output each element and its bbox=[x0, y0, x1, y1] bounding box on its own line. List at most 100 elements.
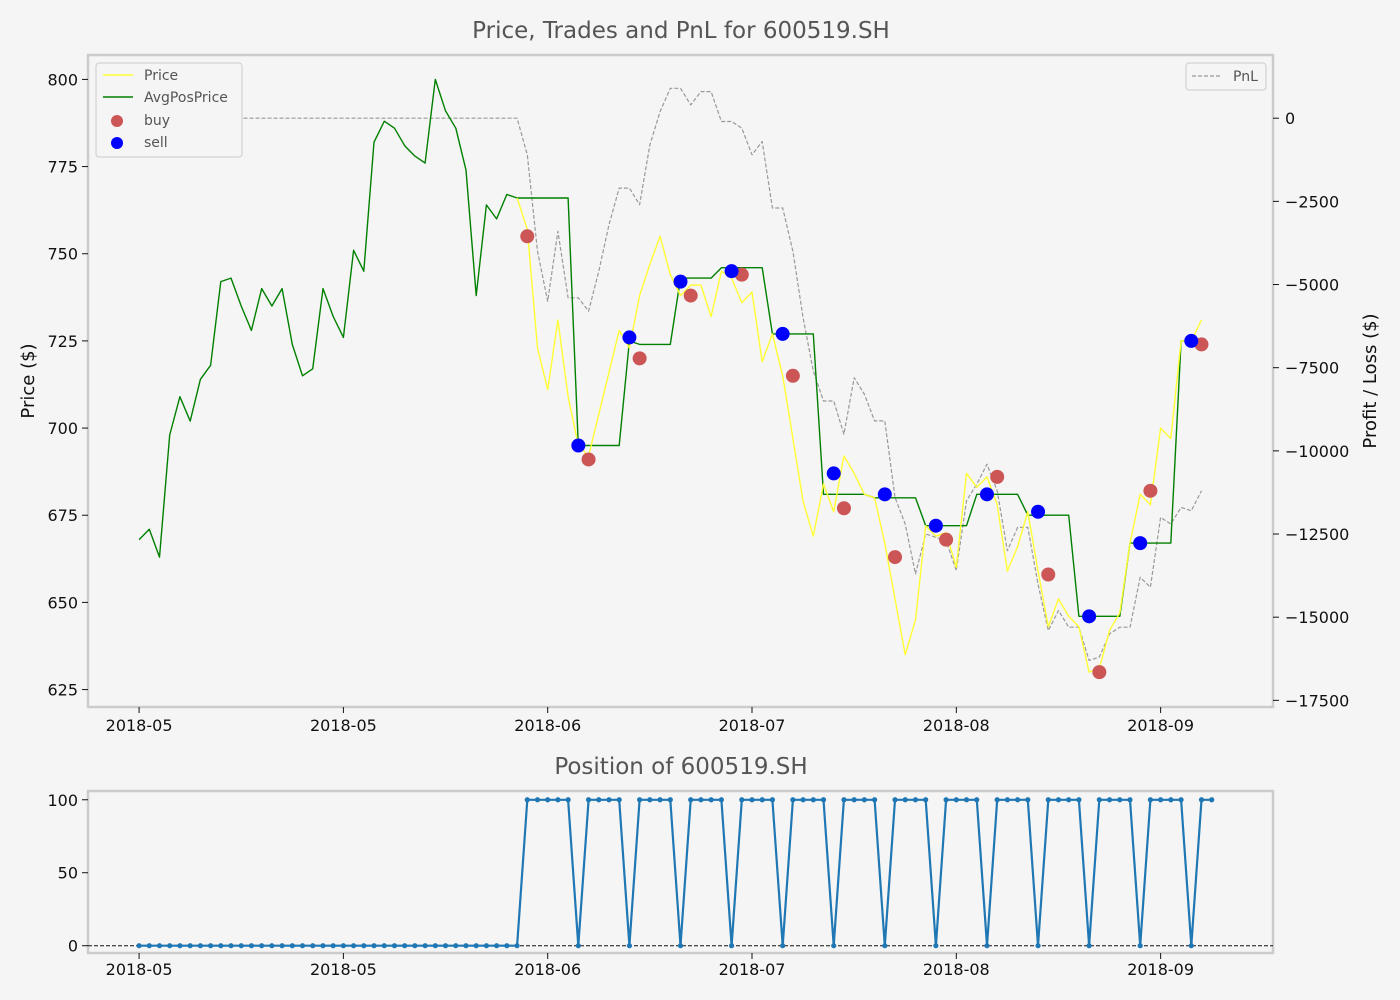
position-date-tick-label: 2018-06 bbox=[514, 960, 581, 979]
buy-marker bbox=[632, 351, 647, 366]
price-tick-label: 650 bbox=[47, 593, 78, 612]
position-point bbox=[565, 797, 571, 803]
position-tick-label: 50 bbox=[58, 864, 78, 883]
pnl-tick-label: 0 bbox=[1285, 109, 1295, 128]
position-point bbox=[514, 943, 520, 949]
sell-marker bbox=[877, 487, 892, 502]
position-point bbox=[800, 797, 806, 803]
position-point bbox=[146, 943, 152, 949]
position-point bbox=[432, 943, 438, 949]
position-point bbox=[892, 797, 898, 803]
position-date-tick-label: 2018-07 bbox=[719, 960, 786, 979]
main-chart-legend-right: PnL bbox=[1185, 62, 1267, 91]
buy-marker bbox=[1143, 483, 1158, 498]
price-tick-label: 625 bbox=[47, 681, 78, 700]
position-point bbox=[361, 943, 367, 949]
pnl-tick-label: −17500 bbox=[1285, 691, 1349, 710]
main-chart-axes: 625 650 675 700 725 750 775 800 0 −2500 −5000 −7500… bbox=[47, 70, 1349, 735]
position-point bbox=[861, 797, 867, 803]
main-chart-title: Price, Trades and PnL for 600519.SH bbox=[472, 18, 890, 44]
buy-marker bbox=[888, 550, 903, 565]
position-point bbox=[453, 943, 459, 949]
pnl-tick-label: −12500 bbox=[1285, 525, 1349, 544]
position-point bbox=[718, 797, 724, 803]
buy-marker bbox=[939, 532, 954, 547]
position-point bbox=[1045, 797, 1051, 803]
position-point bbox=[1015, 797, 1021, 803]
buy-marker bbox=[836, 501, 851, 516]
position-point bbox=[585, 797, 592, 803]
position-point bbox=[851, 797, 857, 803]
position-point bbox=[616, 797, 622, 803]
main-chart-trade-markers bbox=[520, 229, 1209, 680]
position-point bbox=[1004, 797, 1010, 803]
buy-marker bbox=[1041, 567, 1056, 582]
buy-marker bbox=[683, 288, 698, 303]
sell-marker bbox=[928, 518, 943, 533]
position-chart-series bbox=[88, 797, 1273, 949]
date-tick-label: 2018-05 bbox=[106, 716, 173, 735]
legend-buy-swatch bbox=[111, 115, 123, 127]
position-line bbox=[139, 798, 1212, 947]
position-point bbox=[1076, 797, 1082, 803]
position-point bbox=[1188, 943, 1194, 949]
buy-marker bbox=[520, 229, 535, 244]
position-point bbox=[749, 797, 755, 803]
sell-marker bbox=[1133, 536, 1148, 551]
sell-marker bbox=[571, 438, 586, 453]
position-point bbox=[156, 943, 163, 949]
position-point bbox=[606, 797, 612, 803]
pnl-tick-label: −5000 bbox=[1285, 276, 1339, 295]
position-point bbox=[218, 943, 224, 949]
position-point bbox=[351, 943, 357, 949]
position-point bbox=[790, 797, 796, 803]
position-point bbox=[248, 943, 255, 949]
position-point bbox=[1106, 797, 1113, 803]
position-chart-title: Position of 600519.SH bbox=[554, 754, 807, 780]
pnl-tick-label: −10000 bbox=[1285, 442, 1349, 461]
main-chart-plot-area: 625 650 675 700 725 750 775 800 0 −2500 −5000 −7500… bbox=[47, 53, 1349, 735]
position-point bbox=[442, 943, 449, 949]
position-point bbox=[728, 943, 735, 949]
position-point bbox=[994, 797, 1000, 803]
position-point bbox=[1178, 797, 1184, 803]
position-point bbox=[483, 943, 490, 949]
position-point bbox=[1117, 797, 1123, 803]
position-point bbox=[371, 943, 377, 949]
position-point bbox=[667, 797, 673, 803]
sell-marker bbox=[826, 466, 841, 481]
position-point bbox=[739, 797, 745, 803]
pnl-line bbox=[159, 87, 1203, 662]
position-point bbox=[228, 943, 234, 949]
position-point bbox=[299, 943, 306, 949]
date-tick-label: 2018-08 bbox=[923, 716, 990, 735]
position-date-tick-label: 2018-05 bbox=[310, 960, 377, 979]
position-point bbox=[769, 797, 776, 803]
sell-marker bbox=[673, 274, 688, 289]
price-tick-label: 700 bbox=[47, 419, 78, 438]
position-point bbox=[1025, 797, 1031, 803]
pnl-axis-label: Profit / Loss ($) bbox=[1360, 313, 1381, 448]
legend-pnl-label: PnL bbox=[1233, 69, 1258, 85]
position-point bbox=[1066, 797, 1072, 803]
legend-right-box bbox=[1185, 62, 1267, 91]
position-point bbox=[637, 797, 643, 803]
position-point bbox=[933, 943, 939, 949]
position-point bbox=[1127, 797, 1133, 803]
pnl-tick-label: −2500 bbox=[1285, 192, 1339, 211]
position-point bbox=[575, 943, 581, 949]
position-point bbox=[963, 797, 970, 803]
position-point bbox=[1198, 797, 1205, 803]
position-point bbox=[197, 943, 203, 949]
position-point bbox=[207, 943, 214, 949]
position-point bbox=[504, 943, 510, 949]
price-tick-label: 725 bbox=[47, 332, 78, 351]
price-tick-label: 675 bbox=[47, 506, 78, 525]
sell-marker bbox=[1184, 333, 1199, 348]
position-date-tick-label: 2018-05 bbox=[106, 960, 173, 979]
position-date-tick-label: 2018-09 bbox=[1127, 960, 1194, 979]
position-point bbox=[759, 797, 765, 803]
position-point bbox=[391, 943, 398, 949]
main-chart-frame bbox=[86, 53, 1275, 709]
position-point bbox=[422, 943, 428, 949]
